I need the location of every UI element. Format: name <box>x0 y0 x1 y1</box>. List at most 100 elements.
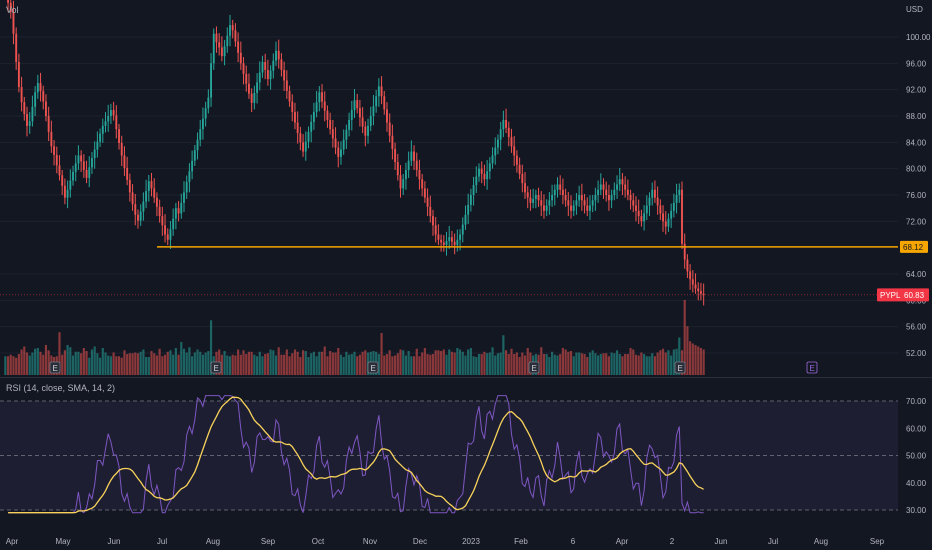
candle-body <box>66 189 69 198</box>
x-tick-label: Jul <box>768 537 778 546</box>
candle-body <box>115 115 118 130</box>
candle-body <box>77 155 80 164</box>
candle-body <box>689 271 692 280</box>
volume-bar <box>63 350 66 375</box>
volume-bar <box>350 354 353 375</box>
volume-bar <box>588 352 592 375</box>
candle-body <box>153 188 156 198</box>
candle-body <box>358 108 361 118</box>
earnings-marker[interactable]: E <box>528 361 540 374</box>
price-tick-label: 88.00 <box>906 112 927 121</box>
candle-body <box>418 169 421 180</box>
candle-body <box>702 293 705 295</box>
volume-bar <box>334 352 337 375</box>
candle-body <box>448 237 451 242</box>
candle-body <box>345 129 348 140</box>
volume-bar <box>161 356 164 375</box>
candle-body <box>426 197 429 207</box>
candle-body <box>85 169 88 178</box>
earnings-marker[interactable]: E <box>806 361 818 374</box>
volume-bar <box>651 353 654 375</box>
candle-body <box>147 181 150 192</box>
volume-bar <box>521 352 524 375</box>
candle-body <box>461 224 464 235</box>
volume-bar <box>504 350 508 375</box>
volume-bar <box>312 351 315 375</box>
volume-bar <box>255 356 259 375</box>
volume-bar <box>564 349 567 375</box>
volume-bar <box>147 357 150 375</box>
candle-body <box>226 35 229 47</box>
candle-body <box>645 205 648 214</box>
candle-body <box>589 205 591 211</box>
volume-bar <box>356 356 359 375</box>
volume-bar <box>123 350 126 375</box>
volume-bar <box>653 356 657 375</box>
volume-bar <box>672 349 675 375</box>
candle-body <box>662 213 664 222</box>
x-tick-label: Sep <box>870 537 885 546</box>
x-axis-tick-labels[interactable]: Apr May Jun Jul Aug Sep Oct Nov Dec 2023 Feb 6 Apr 2 J… <box>6 537 885 546</box>
volume-bar <box>448 349 451 375</box>
candle-body <box>697 288 700 292</box>
candle-body <box>605 189 608 195</box>
volume-bar <box>153 353 156 375</box>
candle-body <box>467 204 470 215</box>
candle-body <box>391 135 394 149</box>
earnings-marker-text: E <box>810 364 815 373</box>
candle-body <box>521 173 524 184</box>
volume-bar <box>542 354 546 375</box>
earnings-marker[interactable]: E <box>210 361 222 374</box>
candle-body <box>637 210 640 217</box>
volume-bar <box>670 355 673 375</box>
volume-bar <box>193 352 196 375</box>
candle-body <box>337 147 340 157</box>
volume-bar <box>442 349 445 375</box>
earnings-marker[interactable]: E <box>367 361 379 374</box>
volume-bar <box>610 352 613 375</box>
volume-bar <box>629 348 632 375</box>
volume-bar <box>17 354 20 375</box>
candle-body <box>302 142 305 152</box>
price-pane[interactable]: Vol E E E E E E <box>0 0 932 377</box>
rsi-tick-label: 70.00 <box>906 397 927 406</box>
earnings-marker[interactable]: E <box>674 361 686 374</box>
candle-body <box>594 195 597 201</box>
candle-body <box>626 189 629 195</box>
candle-body <box>442 242 445 246</box>
candle-body <box>353 100 356 111</box>
volume-bar <box>412 356 416 375</box>
volume-bar <box>496 353 500 375</box>
candle-body <box>377 86 380 97</box>
volume-bar <box>404 355 408 375</box>
volume-bar <box>126 354 129 375</box>
candle-body <box>440 239 443 243</box>
candle-body <box>23 102 26 115</box>
volume-bar <box>407 351 410 375</box>
volume-bar <box>69 347 72 375</box>
volume-bar <box>483 351 486 375</box>
earnings-marker[interactable]: E <box>49 361 61 374</box>
volume-bar <box>632 349 635 375</box>
candle-body <box>28 121 31 126</box>
candle-body <box>475 176 478 186</box>
volume-bar <box>686 326 689 375</box>
volume-bar <box>269 349 272 375</box>
rsi-pane[interactable]: RSI (14, close, SMA, 14, 2) 70.00 60.00 50… <box>0 383 927 515</box>
candle-body <box>583 200 586 206</box>
volume-bar <box>315 356 318 375</box>
candle-body <box>169 229 172 240</box>
candle-body <box>480 168 483 174</box>
volume-bar <box>383 355 386 375</box>
candle-body <box>618 179 621 185</box>
price-axis[interactable]: USD 100.00 96.00 92.00 88.00 84.00 80.00 76.00… <box>877 5 931 358</box>
volume-bar <box>523 355 527 375</box>
candle-body <box>553 189 556 195</box>
candle-body <box>155 197 158 207</box>
candle-body <box>429 206 432 217</box>
candle-body <box>375 96 378 107</box>
candle-body <box>678 189 681 195</box>
volume-bar <box>293 349 297 375</box>
candle-body <box>253 92 256 103</box>
candle-body <box>291 101 294 113</box>
